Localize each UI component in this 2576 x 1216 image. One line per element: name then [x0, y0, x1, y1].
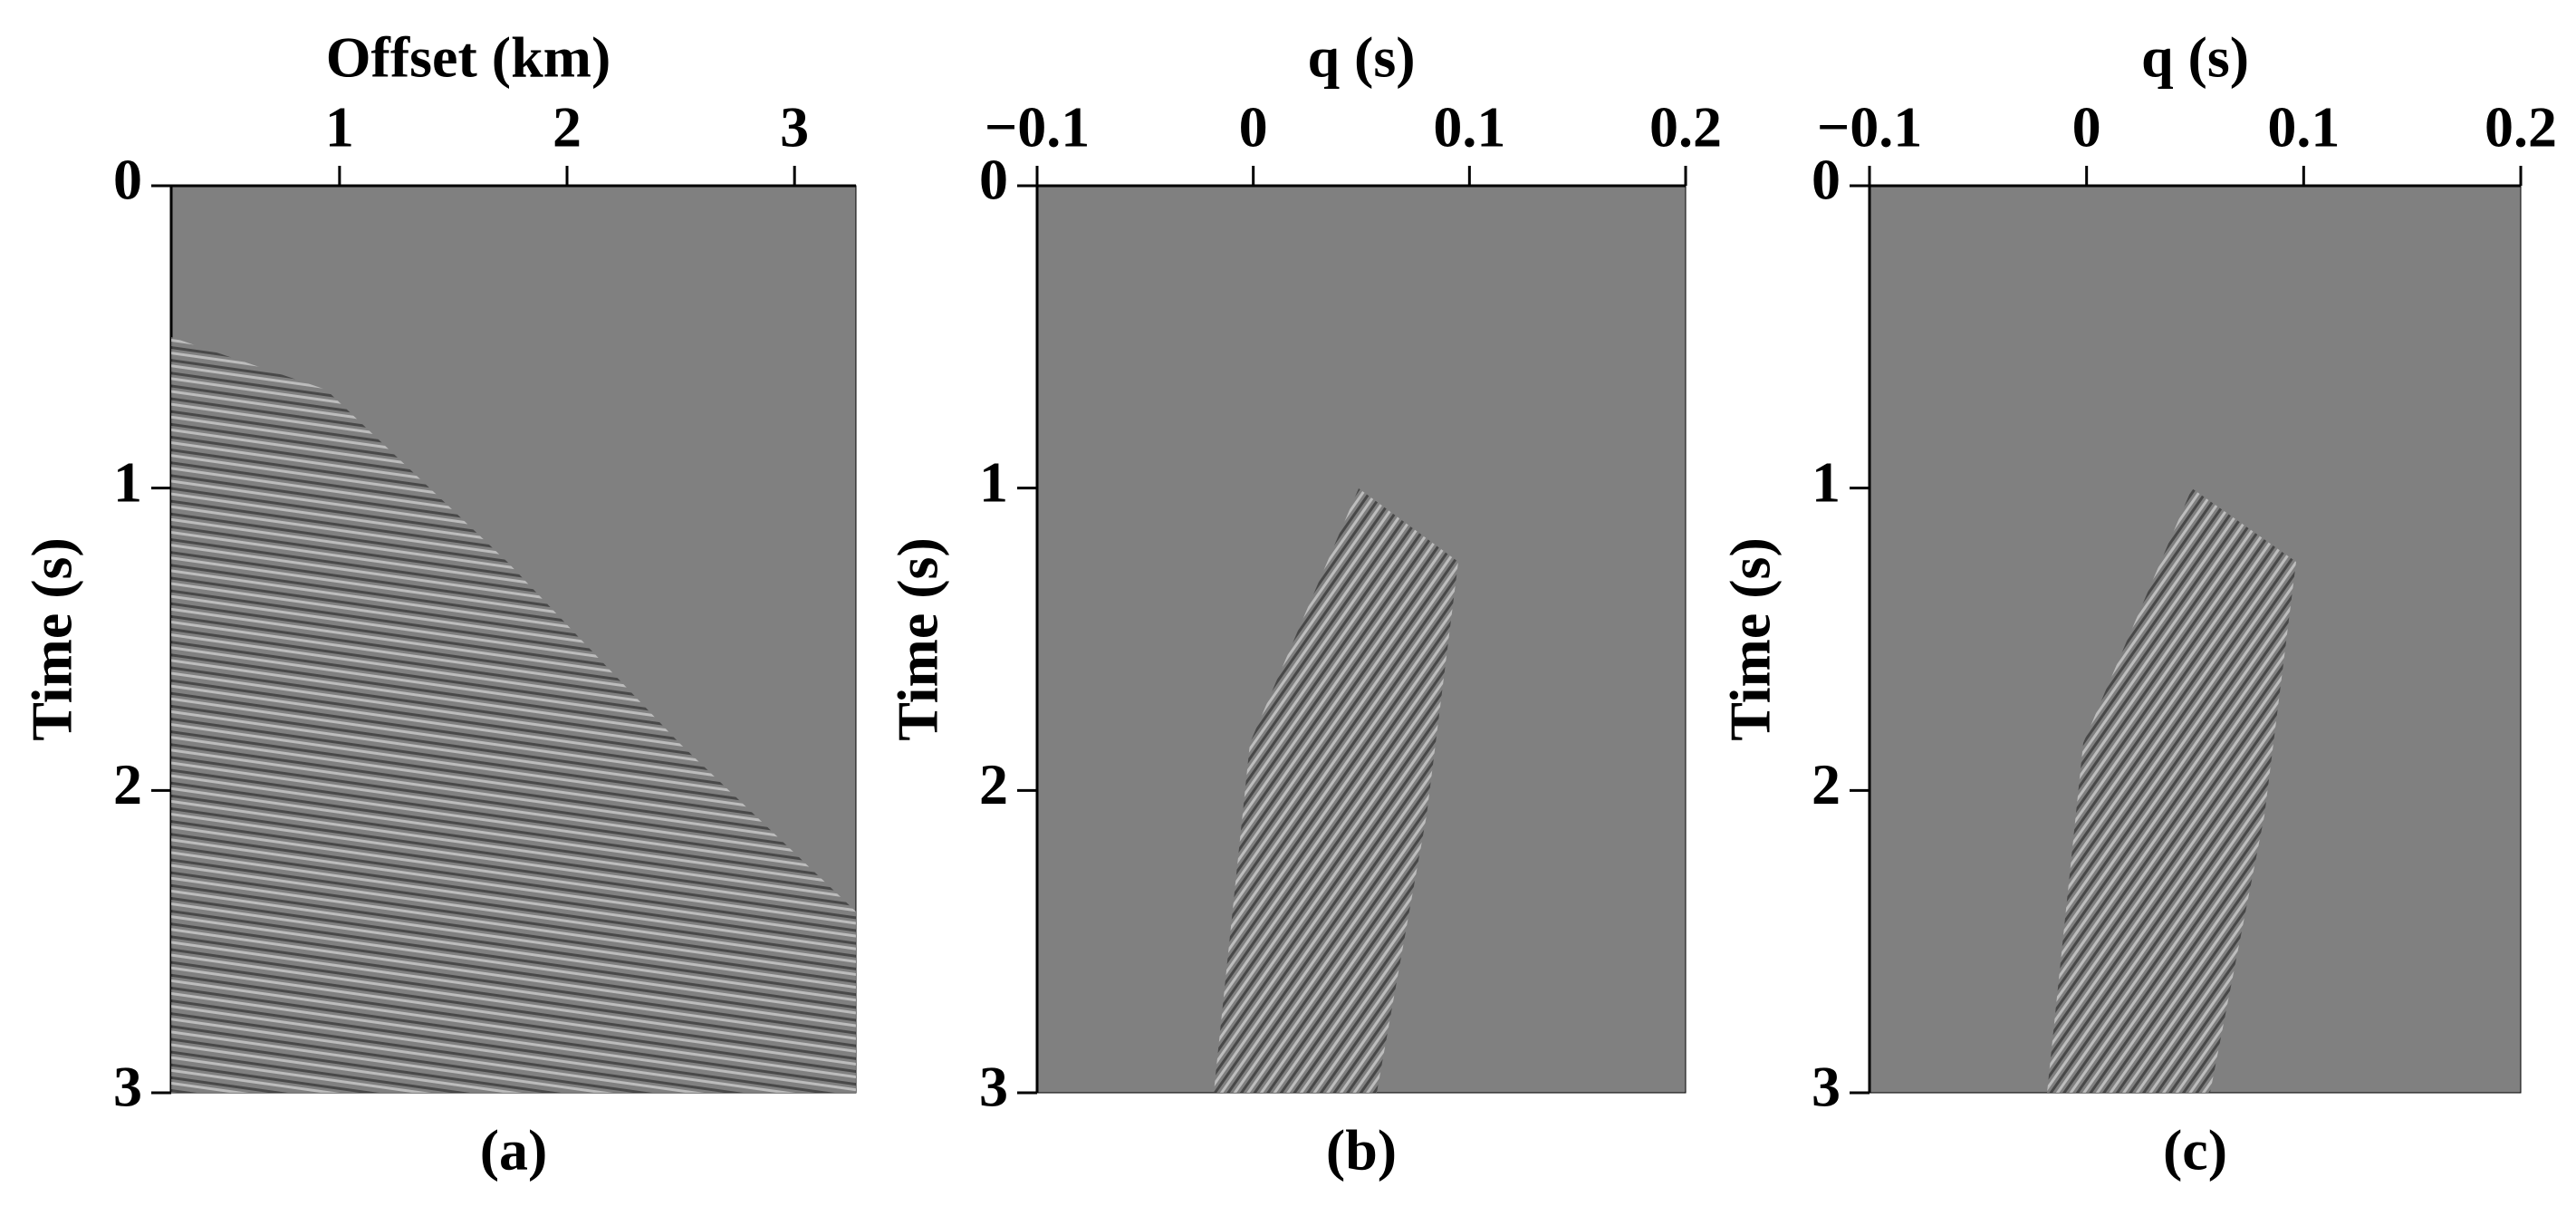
x-axis-label: Offset (km) — [326, 25, 611, 90]
x-tick-label: −0.1 — [985, 95, 1090, 159]
y-tick-label: 3 — [979, 1055, 1008, 1119]
y-tick-label: 0 — [979, 148, 1008, 212]
y-tick-label: 1 — [979, 449, 1008, 514]
y-axis-label: Time (s) — [20, 537, 84, 741]
caption: (b) — [1326, 1118, 1397, 1182]
y-tick-label: 3 — [1812, 1055, 1841, 1119]
x-tick-label: 0.2 — [1649, 95, 1722, 159]
x-tick-label: 2 — [553, 95, 582, 159]
x-tick-label: 0.1 — [2267, 95, 2340, 159]
caption: (c) — [2163, 1118, 2227, 1182]
x-tick-label: 0.2 — [2485, 95, 2557, 159]
texture — [171, 337, 856, 1093]
texture — [2047, 488, 2296, 1093]
y-tick-label: 1 — [113, 449, 142, 514]
x-axis-label: q (s) — [1307, 25, 1415, 90]
y-tick-label: 0 — [1812, 148, 1841, 212]
y-tick-label: 2 — [979, 752, 1008, 816]
y-tick-label: 3 — [113, 1055, 142, 1119]
caption: (a) — [480, 1118, 548, 1182]
y-tick-label: 2 — [1812, 752, 1841, 816]
y-tick-label: 1 — [1812, 449, 1841, 514]
x-tick-label: 1 — [325, 95, 354, 159]
texture — [1214, 488, 1458, 1093]
y-axis-label: Time (s) — [886, 537, 950, 741]
x-tick-label: 0 — [2072, 95, 2101, 159]
x-tick-label: 0 — [1239, 95, 1268, 159]
x-axis-label: q (s) — [2141, 25, 2249, 90]
y-tick-label: 0 — [113, 148, 142, 212]
y-tick-label: 2 — [113, 752, 142, 816]
x-tick-label: 0.1 — [1433, 95, 1505, 159]
x-tick-label: 3 — [780, 95, 809, 159]
x-tick-label: −0.1 — [1817, 95, 1922, 159]
y-axis-label: Time (s) — [1718, 537, 1783, 741]
